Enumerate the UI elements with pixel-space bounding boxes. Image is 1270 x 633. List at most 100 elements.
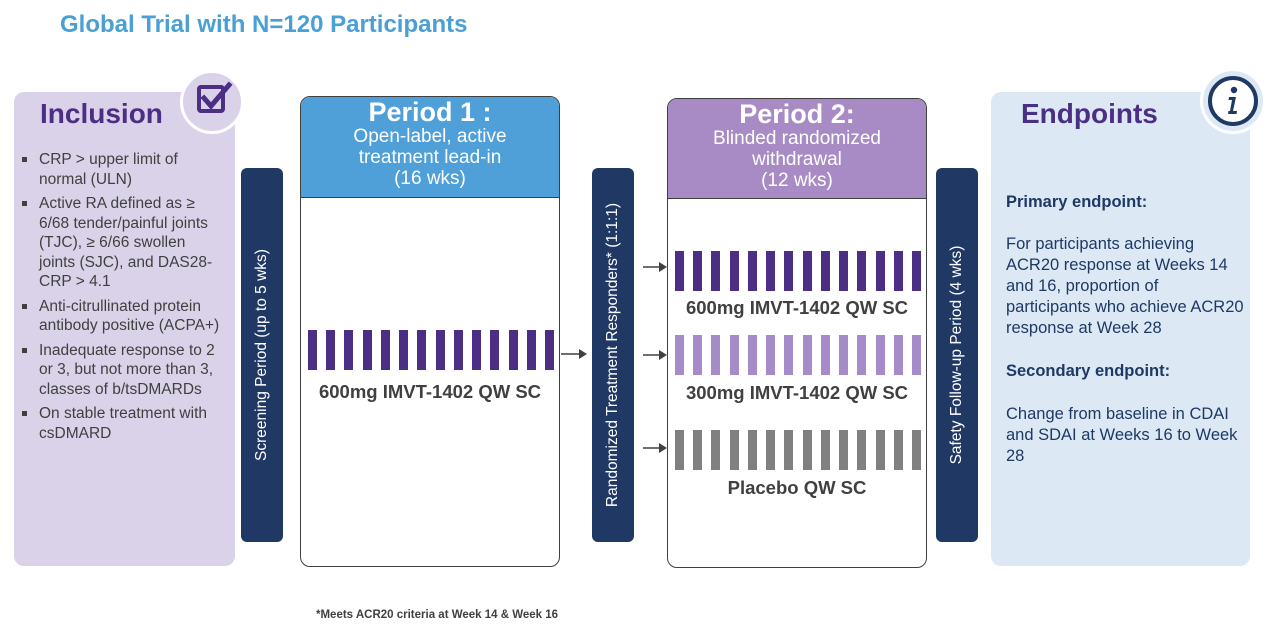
period1-title: Period 1 : xyxy=(368,97,492,127)
dose-stripe xyxy=(399,330,409,370)
period2-title: Period 2: xyxy=(739,99,855,129)
dose-stripe xyxy=(912,430,921,470)
dose-stripe xyxy=(693,251,703,291)
arrow-right-icon xyxy=(643,262,667,272)
inclusion-panel xyxy=(14,92,235,566)
randomized-responders-bar: Randomized Treatment Responders* (1:1:1) xyxy=(592,168,634,542)
dose-stripe xyxy=(729,335,739,375)
dose-stripe xyxy=(820,430,830,470)
dose-stripe xyxy=(308,330,317,370)
dose-stripe xyxy=(857,430,867,470)
dose-stripe xyxy=(326,330,336,370)
inclusion-item: Active RA defined as ≥ 6/68 tender/painf… xyxy=(20,194,220,292)
dose-stripe xyxy=(893,251,903,291)
arm1-dose-stripes xyxy=(675,251,921,291)
dose-stripe xyxy=(893,335,903,375)
dose-stripe xyxy=(839,251,849,291)
period1-subtitle-line1: Open-label, active xyxy=(353,126,507,147)
arm2-dose-stripes xyxy=(675,335,921,375)
period1-subtitle-line2: treatment lead-in xyxy=(358,147,502,168)
dose-stripe xyxy=(675,430,684,470)
dose-stripe xyxy=(711,335,721,375)
screening-period-bar: Screening Period (up to 5 wks) xyxy=(241,168,283,542)
primary-endpoint-text: For participants achieving ACR20 respons… xyxy=(1006,235,1244,337)
primary-endpoint-heading: Primary endpoint: xyxy=(1006,193,1148,211)
arm3-dose-stripes xyxy=(675,430,921,470)
dose-stripe xyxy=(693,430,703,470)
dose-stripe xyxy=(820,251,830,291)
dose-stripe xyxy=(857,251,867,291)
inclusion-item: Anti-citrullinated protein antibody posi… xyxy=(20,297,220,336)
screening-period-label: Screening Period (up to 5 wks) xyxy=(253,249,270,461)
period1-duration: (16 wks) xyxy=(394,168,466,189)
safety-followup-label: Safety Follow-up Period (4 wks) xyxy=(948,245,965,465)
dose-stripe xyxy=(747,335,757,375)
dose-stripe xyxy=(875,335,885,375)
period1-arm-label: 600mg IMVT-1402 QW SC xyxy=(318,381,542,402)
dose-stripe xyxy=(766,430,776,470)
inclusion-list: CRP > upper limit of normal (ULN) Active… xyxy=(20,150,220,448)
dose-stripe xyxy=(747,251,757,291)
dose-stripe xyxy=(857,335,867,375)
dose-stripe xyxy=(839,335,849,375)
arrow-right-icon xyxy=(643,443,667,453)
dose-stripe xyxy=(729,430,739,470)
dose-stripe xyxy=(711,430,721,470)
arm1-label: 600mg IMVT-1402 QW SC xyxy=(685,297,909,318)
dose-stripe xyxy=(490,330,500,370)
checkbox-icon xyxy=(180,70,244,134)
dose-stripe xyxy=(802,251,812,291)
dose-stripe xyxy=(675,251,684,291)
inclusion-item: Inadequate response to 2 or 3, but not m… xyxy=(20,341,220,400)
dose-stripe xyxy=(875,430,885,470)
dose-stripe xyxy=(453,330,463,370)
dose-stripe xyxy=(675,335,684,375)
dose-stripe xyxy=(893,430,903,470)
arm3-label: Placebo QW SC xyxy=(727,477,867,498)
safety-followup-bar: Safety Follow-up Period (4 wks) xyxy=(936,168,978,542)
dose-stripe xyxy=(912,335,921,375)
randomized-responders-label: Randomized Treatment Responders* (1:1:1) xyxy=(604,202,621,508)
dose-stripe xyxy=(839,430,849,470)
dose-stripe xyxy=(526,330,536,370)
dose-stripe xyxy=(784,335,794,375)
period2-duration: (12 wks) xyxy=(761,170,833,191)
arrow-right-icon xyxy=(561,349,587,359)
inclusion-item: On stable treatment with csDMARD xyxy=(20,404,220,443)
dose-stripe xyxy=(747,430,757,470)
dose-stripe xyxy=(766,335,776,375)
dose-stripe xyxy=(711,251,721,291)
dose-stripe xyxy=(875,251,885,291)
dose-stripe xyxy=(912,251,921,291)
dose-stripe xyxy=(435,330,445,370)
dose-stripe xyxy=(344,330,354,370)
inclusion-item: CRP > upper limit of normal (ULN) xyxy=(20,150,220,189)
page-title: Global Trial with N=120 Participants xyxy=(60,11,468,38)
period2-header: Period 2: Blinded randomized withdrawal … xyxy=(668,99,926,199)
secondary-endpoint-heading: Secondary endpoint: xyxy=(1006,362,1171,380)
dose-stripe xyxy=(545,330,554,370)
dose-stripe xyxy=(766,251,776,291)
period1-box: Period 1 : Open-label, active treatment … xyxy=(300,96,560,567)
dose-stripe xyxy=(784,251,794,291)
dose-stripe xyxy=(802,335,812,375)
inclusion-heading: Inclusion xyxy=(40,98,163,129)
period1-dose-stripes xyxy=(308,330,554,370)
info-icon xyxy=(1200,68,1266,134)
endpoints-panel xyxy=(991,92,1250,566)
dose-stripe xyxy=(417,330,427,370)
dose-stripe xyxy=(362,330,372,370)
dose-stripe xyxy=(508,330,518,370)
dose-stripe xyxy=(820,335,830,375)
period2-subtitle-line2: withdrawal xyxy=(752,149,842,170)
footnote: *Meets ACR20 criteria at Week 14 & Week … xyxy=(316,609,559,621)
period2-box: Period 2: Blinded randomized withdrawal … xyxy=(667,98,927,568)
dose-stripe xyxy=(472,330,482,370)
dose-stripe xyxy=(784,430,794,470)
period2-subtitle-line1: Blinded randomized xyxy=(713,128,881,149)
dose-stripe xyxy=(693,335,703,375)
dose-stripe xyxy=(802,430,812,470)
period1-header: Period 1 : Open-label, active treatment … xyxy=(301,97,559,198)
secondary-endpoint-text: Change from baseline in CDAI and SDAI at… xyxy=(1006,405,1238,465)
arm2-label: 300mg IMVT-1402 QW SC xyxy=(685,382,909,403)
